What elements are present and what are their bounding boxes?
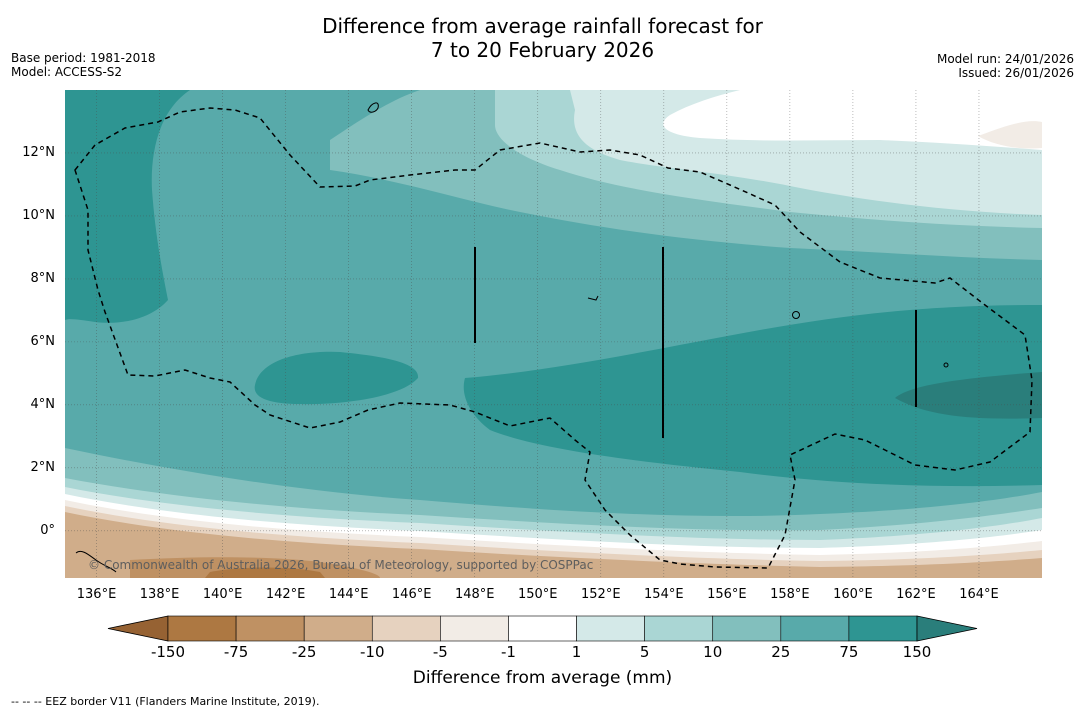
title-line-1: Difference from average rainfall forecas… — [322, 14, 763, 38]
colorbar-over-arrow — [916, 615, 978, 642]
colorbar-segment — [508, 615, 577, 642]
x-tick-label: 160°E — [833, 587, 873, 602]
meta-left: Base period: 1981-2018 Model: ACCESS-S2 — [11, 51, 156, 79]
island-pohnpei — [792, 311, 800, 319]
island-kosrae — [943, 362, 949, 368]
colorbar-segment — [371, 615, 441, 642]
eez-border — [74, 107, 1033, 569]
x-tick-label: 162°E — [896, 587, 936, 602]
colorbar-segment — [780, 615, 850, 642]
islands — [75, 102, 949, 573]
y-tick-label: 4°N — [30, 396, 56, 412]
model-run-label: Model run: 24/01/2026 — [936, 52, 1074, 66]
x-tick-label: 144°E — [328, 587, 369, 602]
colorbar-title: Difference from average (mm) — [412, 668, 673, 688]
x-tick-label: 142°E — [265, 587, 306, 602]
x-tick-label: 136°E — [76, 587, 117, 602]
footnote: -- -- -- EEZ border V11 (Flanders Marine… — [11, 695, 320, 708]
y-tick-label: 0° — [40, 522, 55, 538]
colorbar-tick-label: 5 — [639, 643, 650, 661]
contour-75-150-central — [463, 305, 1042, 487]
contour-fill-layer — [65, 90, 1042, 578]
colorbar-tick-label: -5 — [432, 643, 448, 661]
x-tick-label: 148°E — [454, 587, 495, 602]
y-tick-label: 12°N — [22, 144, 55, 160]
x-tick-label: 146°E — [391, 587, 432, 602]
island-palau — [75, 550, 117, 573]
model-label: Model: ACCESS-S2 — [11, 65, 123, 79]
colorbar-segment — [303, 615, 373, 642]
x-tick-label: 140°E — [202, 587, 243, 602]
colorbar-under-arrow — [107, 615, 169, 642]
colorbar-tick-label: -150 — [150, 643, 186, 661]
colorbar-segment — [712, 615, 782, 642]
title-line-2: 7 to 20 February 2026 — [430, 38, 655, 62]
issued-label: Issued: 26/01/2026 — [958, 66, 1074, 80]
colorbar-tick-label: 25 — [771, 643, 791, 661]
x-tick-label: 150°E — [517, 587, 558, 602]
x-tick-label: 152°E — [581, 587, 621, 602]
y-tick-label: 2°N — [30, 459, 56, 475]
colorbar-tick-label: 150 — [902, 643, 932, 661]
colorbar-segment — [644, 615, 714, 642]
meta-right: Model run: 24/01/2026 Issued: 26/01/2026 — [937, 52, 1074, 80]
y-tick-label: 10°N — [22, 207, 55, 223]
x-tick-label: 138°E — [139, 587, 180, 602]
colorbar-tick-label: -25 — [291, 643, 317, 661]
colorbar-segment — [440, 615, 509, 642]
x-tick-label: 154°E — [644, 587, 684, 602]
colorbar-tick-label: -75 — [223, 643, 249, 661]
contour-minus5-minus1-north — [978, 121, 1042, 149]
colorbar-segment — [848, 615, 918, 642]
colorbar-segment — [167, 615, 237, 642]
chart-title: Difference from average rainfall forecas… — [0, 14, 1085, 62]
contour-over-150 — [895, 372, 1042, 419]
x-tick-label: 158°E — [770, 587, 810, 602]
island-chuuk — [587, 295, 599, 301]
y-tick-label: 8°N — [30, 270, 56, 286]
contour-minus150-minus75-south — [205, 567, 325, 578]
colorbar-segment — [235, 615, 305, 642]
colorbar-tick-label: 75 — [839, 643, 859, 661]
island-north — [367, 102, 379, 113]
base-period-label: Base period: 1981-2018 — [11, 51, 156, 65]
y-tick-label: 6°N — [30, 333, 56, 349]
x-tick-label: 156°E — [707, 587, 747, 602]
colorbar-tick-label: 1 — [571, 643, 582, 661]
contour-75-150-west-blob — [254, 351, 419, 405]
copyright-notice: © Commonwealth of Australia 2026, Bureau… — [88, 558, 594, 572]
colorbar-tick-label: -1 — [500, 643, 516, 661]
colorbar-tick-label: 10 — [703, 643, 723, 661]
colorbar-segment — [576, 615, 645, 642]
colorbar-tick-label: -10 — [360, 643, 385, 661]
x-tick-label: 164°E — [959, 587, 999, 602]
colorbar — [107, 615, 978, 642]
